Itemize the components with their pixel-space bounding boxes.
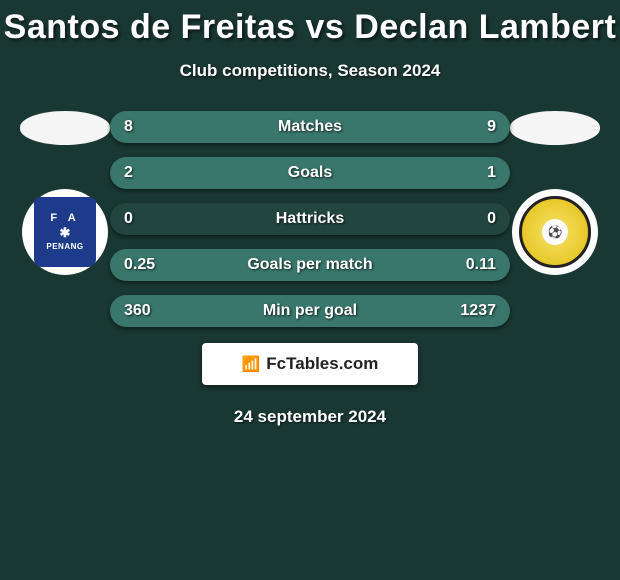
page-title: Santos de Freitas vs Declan Lambert	[0, 0, 620, 47]
left-player-photo	[20, 111, 110, 145]
stat-row: 8Matches9	[110, 111, 510, 143]
stat-value-right: 0.11	[466, 249, 496, 281]
left-badge-star-icon: ✱	[60, 226, 71, 239]
stat-rows-container: 8Matches9 2Goals1 0Hattricks0 0.25Goals per…	[110, 111, 510, 327]
date-line: 24 september 2024	[0, 407, 620, 427]
stat-label: Goals per match	[110, 249, 510, 281]
comparison-area: F A ✱ PENANG ⚽ 8Matches9 2Goals1 0Hattrick…	[0, 111, 620, 427]
right-player-photo	[510, 111, 600, 145]
left-badge-text-bottom: PENANG	[46, 243, 83, 251]
stat-value-right: 1237	[460, 295, 496, 327]
chart-icon: 📶	[242, 355, 261, 373]
right-player-column: ⚽	[500, 111, 610, 275]
stat-label: Min per goal	[110, 295, 510, 327]
left-club-badge: F A ✱ PENANG	[22, 189, 108, 275]
left-badge-text-top: F A	[50, 213, 79, 224]
stat-row: 0Hattricks0	[110, 203, 510, 235]
stat-value-right: 9	[487, 111, 496, 143]
site-label: FcTables.com	[266, 354, 378, 374]
right-club-badge: ⚽	[512, 189, 598, 275]
stat-row: 360Min per goal1237	[110, 295, 510, 327]
stat-row: 2Goals1	[110, 157, 510, 189]
stat-value-right: 0	[487, 203, 496, 235]
stat-label: Goals	[110, 157, 510, 189]
right-badge-inner-icon: ⚽	[542, 219, 568, 245]
stat-label: Hattricks	[110, 203, 510, 235]
left-player-column: F A ✱ PENANG	[10, 111, 120, 275]
right-badge-circle: ⚽	[519, 196, 591, 268]
left-badge-shield: F A ✱ PENANG	[34, 197, 96, 267]
stat-value-right: 1	[487, 157, 496, 189]
stat-label: Matches	[110, 111, 510, 143]
subtitle: Club competitions, Season 2024	[0, 61, 620, 81]
site-badge[interactable]: 📶 FcTables.com	[202, 343, 418, 385]
stat-row: 0.25Goals per match0.11	[110, 249, 510, 281]
